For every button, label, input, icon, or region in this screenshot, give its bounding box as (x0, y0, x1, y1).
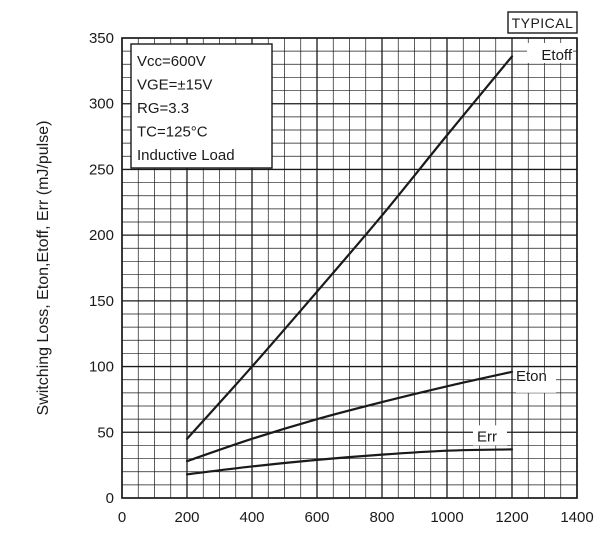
series-label-eton: Eton (516, 368, 547, 385)
conditions-box-frame (130, 43, 273, 169)
conditions-box: Vcc=600V VGE=±15V RG=3.3 TC=125°C Induct… (130, 43, 273, 169)
condition-load: Inductive Load (137, 147, 235, 164)
x-tick-label: 600 (304, 509, 329, 526)
x-tick-label: 800 (369, 509, 394, 526)
series-label-err: Err (477, 428, 497, 445)
y-tick-label: 200 (89, 227, 114, 244)
y-tick-label: 50 (97, 424, 114, 441)
x-tick-label: 200 (174, 509, 199, 526)
x-tick-label: 1000 (430, 509, 463, 526)
x-tick-label: 400 (239, 509, 264, 526)
plot-frame (121, 37, 578, 499)
series-label-background (527, 43, 573, 63)
x-tick-label: 0 (118, 509, 126, 526)
y-tick-label: 0 (106, 490, 114, 507)
typical-badge: TYPICAL (507, 11, 578, 34)
y-axis-label: Switching Loss, Eton,Etoff, Err (mJ/puls… (35, 121, 52, 416)
series-label-etoff: Etoff (541, 47, 572, 64)
y-tick-label: 300 (89, 96, 114, 113)
series-err-line (185, 448, 514, 476)
series-labels: Etoff Eton Err (473, 43, 573, 446)
series-label-background (516, 372, 556, 393)
y-tick-labels: 0 50 100 150 200 250 300 350 (89, 30, 114, 507)
y-tick-label: 100 (89, 359, 114, 376)
x-tick-label: 1400 (560, 509, 593, 526)
series-lines (185, 55, 514, 476)
condition-rg: RG=3.3 (137, 100, 189, 117)
series-etoff-line (185, 55, 514, 440)
y-tick-label: 350 (89, 30, 114, 47)
series-label-background (473, 425, 507, 446)
x-tick-labels: 0 200 400 600 800 1000 1200 1400 (118, 509, 594, 526)
x-tick-label: 1200 (495, 509, 528, 526)
y-tick-label: 250 (89, 161, 114, 178)
typical-badge-label: TYPICAL (512, 15, 574, 31)
typical-badge-frame (507, 11, 578, 34)
condition-vge: VGE=±15V (137, 77, 212, 94)
condition-tc: TC=125°C (137, 124, 208, 141)
series-eton-line (185, 370, 514, 463)
y-tick-label: 150 (89, 293, 114, 310)
condition-vcc: Vcc=600V (137, 53, 206, 70)
